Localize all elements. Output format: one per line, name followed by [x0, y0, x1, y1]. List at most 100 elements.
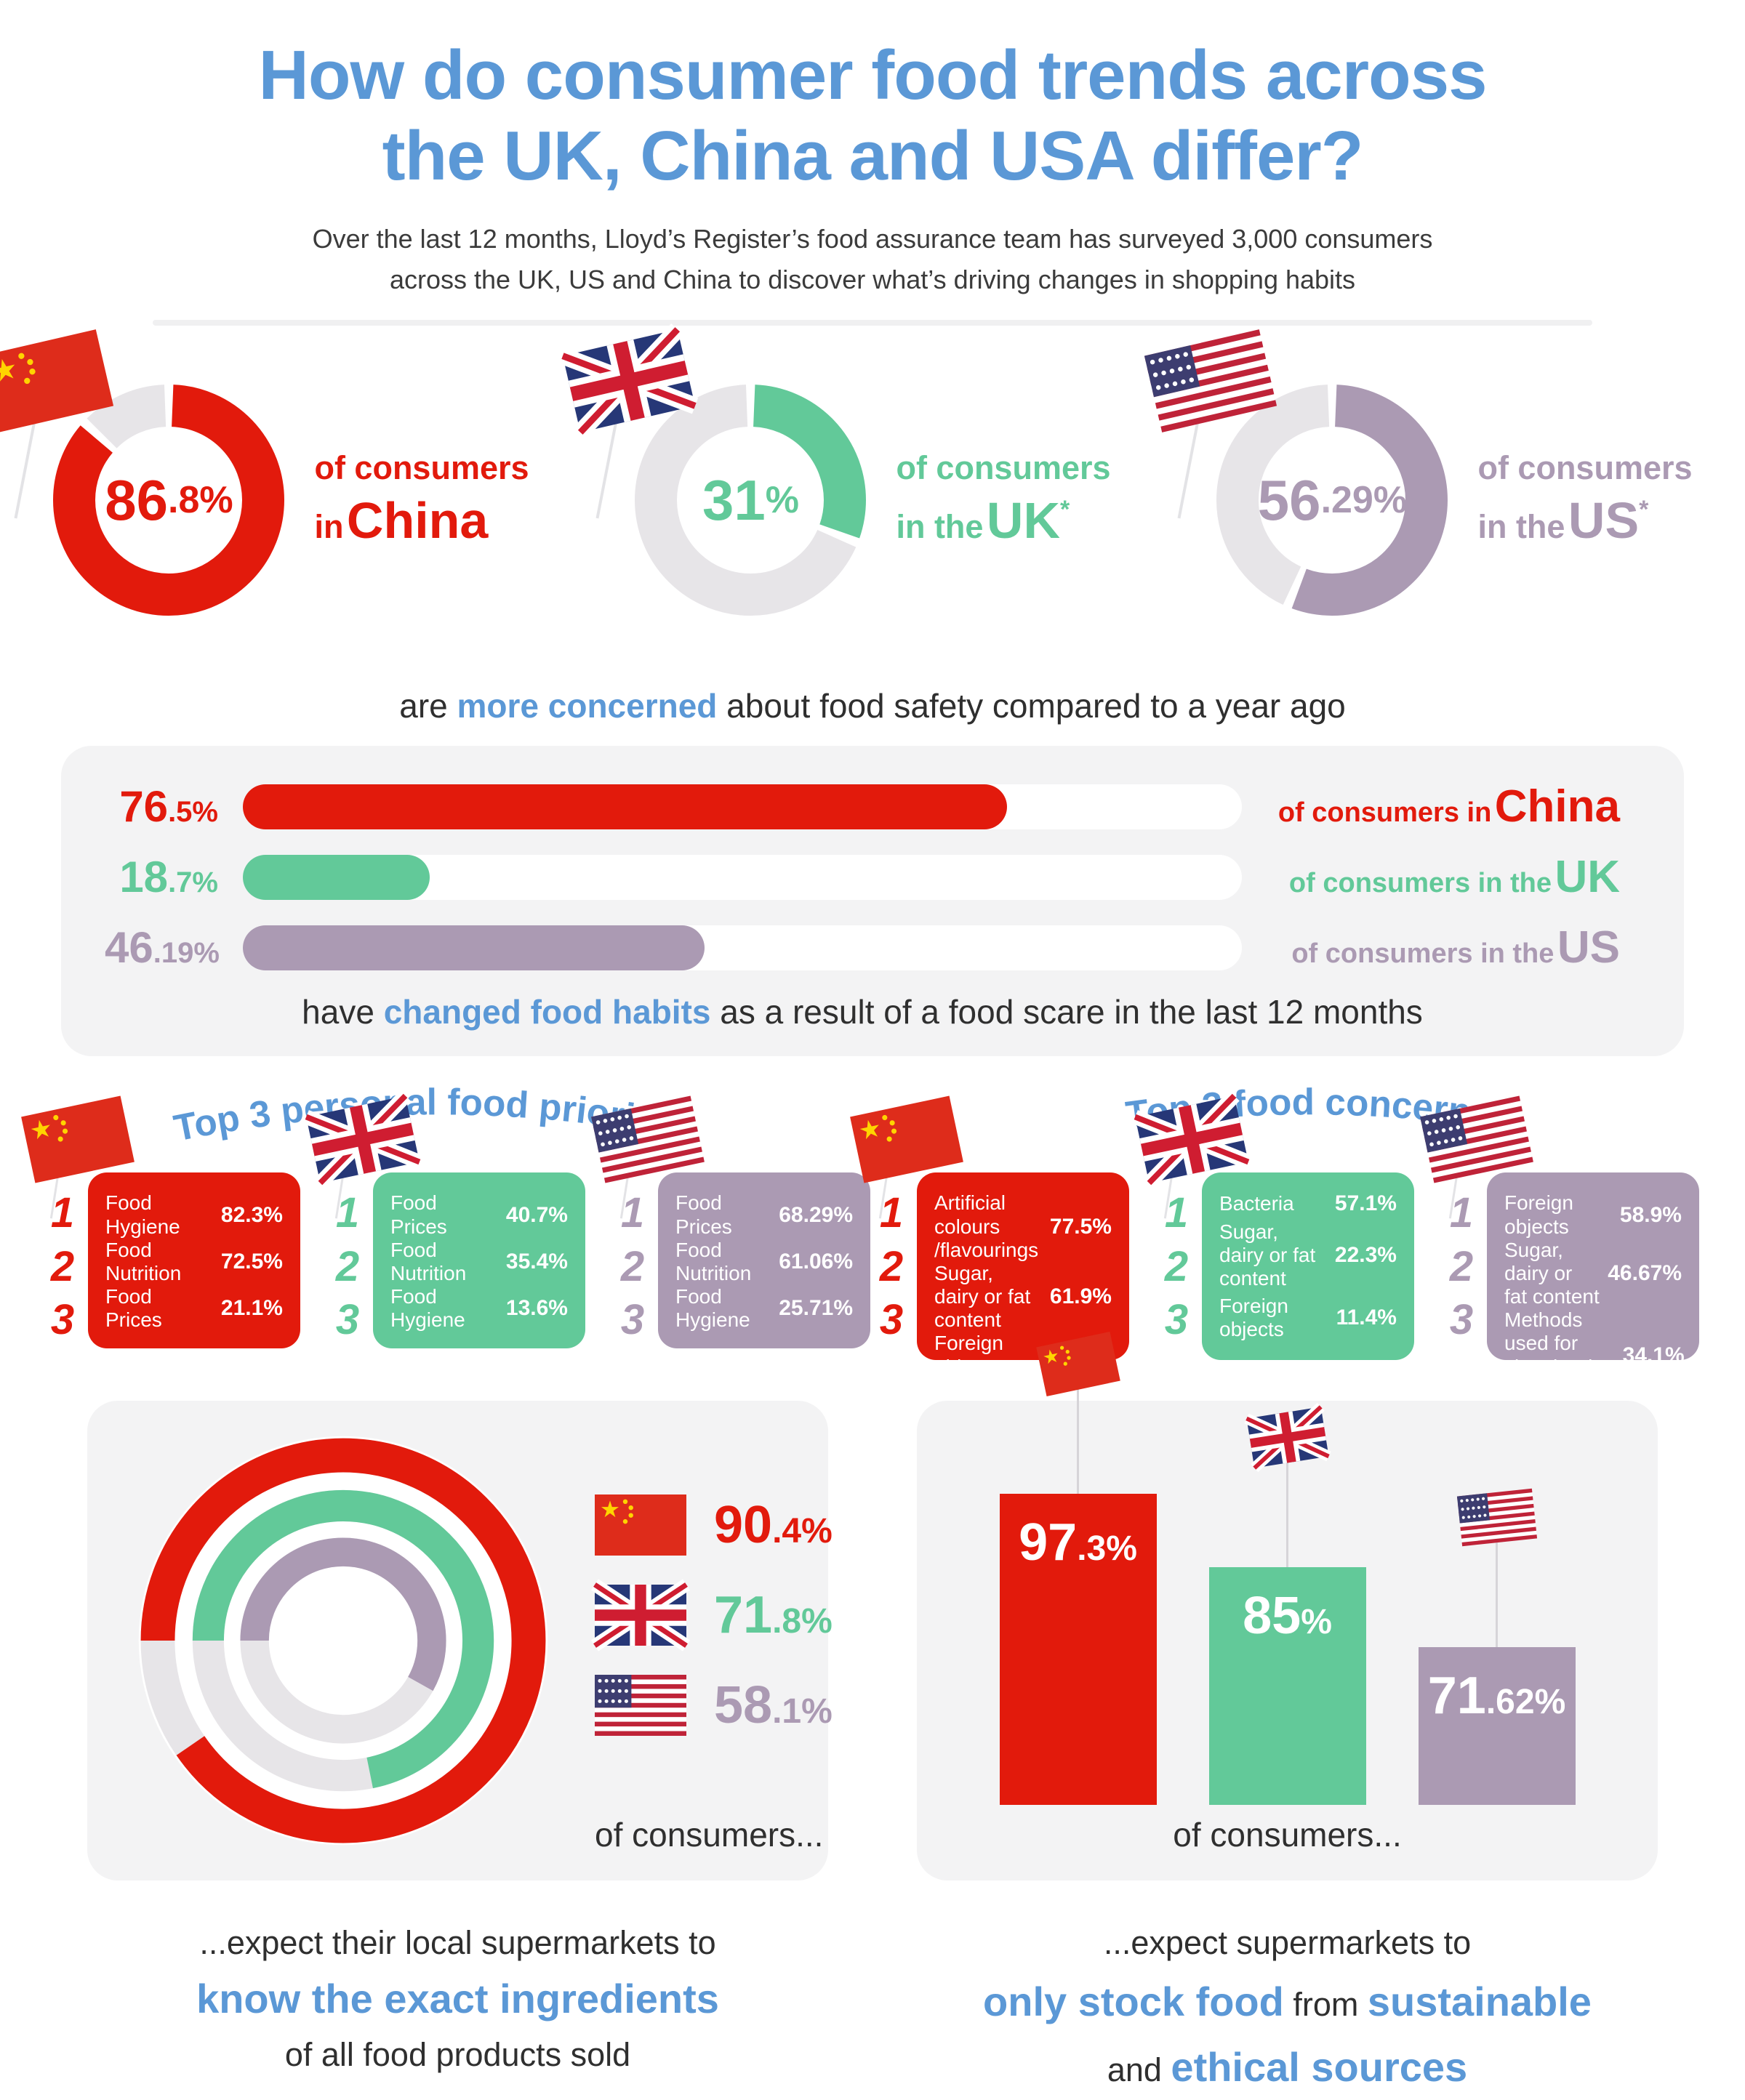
donut-value-us: 56.29% [1216, 384, 1448, 616]
card-body: Food Hygiene 82.3% Food Nutrition 72.5% Fo… [88, 1172, 300, 1349]
legend-row-uk: 71.8% [595, 1585, 833, 1646]
donut-chart-china: 86.8% [0, 329, 285, 616]
rank-3: 3 [879, 1296, 904, 1344]
value-frac: .29 [1320, 479, 1373, 522]
food-safety-donut-uk: 31% of consumers in the UK* [582, 336, 1163, 664]
card-row: Food Nutrition 61.06% [675, 1238, 853, 1284]
habit-bar-row-us: 46.19% of consumers in the US [105, 922, 1620, 973]
header: How do consumer food trends across the U… [0, 0, 1745, 299]
habit-bar-value-china: 76.5% [119, 782, 218, 832]
flag-pole [1496, 1540, 1498, 1648]
card-body: Food Prices 40.7% Food Nutrition 35.4% Foo… [373, 1172, 585, 1349]
value-int: 56 [1257, 467, 1321, 532]
bar-unit-uk: 85% [1208, 1412, 1366, 1806]
habit-bar-fill-us [243, 925, 705, 970]
priorities-card-us: 1 2 3 Food Prices 68.29% Food Nutrition 61… [591, 1095, 870, 1360]
concerns-card-us: 1 2 3 Foreign objects 58.9% Sugar, dairy … [1420, 1095, 1699, 1401]
subtitle-line-1: Over the last 12 months, Lloyd’s Registe… [312, 223, 1433, 254]
habit-bar-label-us: of consumers in the US [1291, 922, 1620, 973]
priorities-cards: 1 2 3 Food Hygiene 82.3% Food Nutrition 72… [21, 1095, 872, 1360]
title-line-2: the UK, China and USA differ? [382, 117, 1364, 196]
habit-bar-fill-uk [243, 854, 430, 900]
habit-bar-row-uk: 18.7% of consumers in the UK [105, 851, 1620, 903]
donut-value-china: 86.8% [52, 384, 285, 616]
rank-column: 1 2 3 [46, 1172, 79, 1360]
value-unit: % [765, 479, 799, 522]
donut-svg-us [1216, 385, 1448, 616]
concerns-card-china: 1 2 3 Artificial colours /flavourings 77.… [850, 1095, 1129, 1378]
card-row: Sugar, dairy or fat content 46.67% [1504, 1238, 1682, 1308]
habit-bar-track [243, 925, 1242, 970]
value-int: 31 [702, 467, 766, 532]
rings-legend: 90.4% 71.8% 58.1% [595, 1494, 833, 1787]
card-body: Foreign objects 58.9% Sugar, dairy or fat… [1487, 1172, 1699, 1401]
card-row: Methods used for slaughtering animals 34.… [1504, 1308, 1685, 1401]
bar-uk: 85% [1208, 1567, 1366, 1806]
priorities-card-uk: 1 2 3 Food Prices 40.7% Food Nutrition 35.… [331, 1172, 585, 1360]
value-frac: .8 [168, 479, 200, 522]
rank-2: 2 [620, 1242, 645, 1290]
bottom-panels: 90.4% 71.8% 58.1% of consumers... [87, 1332, 1658, 1881]
sustainable-bar-chart: 97.3% 85% 71.62% [917, 1332, 1658, 1806]
card-row: Food Nutrition 72.5% [105, 1238, 283, 1284]
value-unit: % [1373, 479, 1408, 522]
rank-2: 2 [1164, 1242, 1189, 1290]
bar-unit-us: 71.62% [1418, 1488, 1576, 1806]
concerns-cards: 1 2 3 Artificial colours /flavourings 77.… [850, 1095, 1701, 1401]
ingredients-caption: ...expect their local supermarkets to kn… [196, 1924, 719, 2073]
donut-label-us: of consumers in the US* [1477, 449, 1693, 549]
value-int: 86 [105, 467, 169, 532]
rank-3: 3 [620, 1296, 645, 1344]
habit-bar-label-uk: of consumers in the UK [1288, 852, 1620, 903]
page-title: How do consumer food trends across the U… [0, 35, 1745, 197]
priorities-card-china: 1 2 3 Food Hygiene 82.3% Food Nutrition 72… [21, 1095, 300, 1360]
china-flag-icon [595, 1494, 686, 1556]
donut-label-uk: of consumers in the UK* [896, 449, 1111, 549]
donut-label-china: of consumers in China [314, 449, 529, 549]
rank-2: 2 [50, 1242, 75, 1290]
subtitle-line-2: across the UK, US and China to discover … [389, 264, 1356, 294]
card-row: Foreign objects 58.9% [1504, 1191, 1682, 1238]
card-row: Food Nutrition 35.4% [390, 1238, 568, 1284]
food-safety-donut-china: 86.8% of consumers in China [0, 329, 582, 664]
legend-row-china: 90.4% [595, 1494, 833, 1556]
donut-chart-uk: 31% [634, 384, 867, 616]
uk-flag-icon [1246, 1407, 1329, 1468]
rank-2: 2 [879, 1242, 904, 1290]
flag-pole [1077, 1386, 1079, 1494]
page-subtitle: Over the last 12 months, Lloyd’s Registe… [0, 219, 1745, 300]
china-flag-icon [1035, 1332, 1120, 1397]
card-row: Foreign objects 11.4% [1219, 1294, 1397, 1341]
rank-column: 1 2 3 [1445, 1172, 1478, 1360]
card-row: Food Hygiene 25.71% [675, 1285, 853, 1332]
uk-flag-icon [595, 1585, 686, 1646]
rank-3: 3 [335, 1296, 360, 1344]
card-row: Food Hygiene 13.6% [390, 1285, 568, 1332]
rank-column: 1 2 3 [875, 1172, 908, 1360]
ingredients-footer: of consumers... [595, 1816, 824, 1854]
sustainable-panel: 97.3% 85% 71.62% of [917, 1332, 1658, 1881]
card-body: Food Prices 68.29% Food Nutrition 61.06% F… [658, 1172, 870, 1349]
card-row: Food Hygiene 82.3% [105, 1191, 283, 1238]
us-flag-icon [595, 1675, 686, 1737]
rank-2: 2 [335, 1242, 360, 1290]
card-row: Sugar, dairy or fat content 61.9% [934, 1261, 1112, 1332]
rank-3: 3 [1164, 1296, 1189, 1344]
sustainable-footer: of consumers... [1173, 1816, 1402, 1854]
card-row: Food Prices 21.1% [105, 1285, 283, 1332]
card-row: Bacteria 57.1% [1219, 1191, 1397, 1216]
rank-3: 3 [50, 1296, 75, 1344]
food-safety-donut-us: 56.29% of consumers in the US* [1144, 329, 1745, 664]
concerns-title: Top 3 food concerns [1123, 1082, 1494, 1136]
card-body: Artificial colours /flavourings 77.5% Sug… [917, 1172, 1129, 1378]
donut-svg-uk [635, 385, 867, 616]
habit-bar-row-china: 76.5% of consumers in China [105, 781, 1620, 832]
card-row: Food Prices 68.29% [675, 1191, 853, 1238]
ingredients-panel: 90.4% 71.8% 58.1% of consumers... [87, 1401, 833, 1881]
card-row: Food Prices 40.7% [390, 1191, 568, 1238]
habit-bar-label-china: of consumers in China [1277, 781, 1620, 832]
card-row: Artificial colours /flavourings 77.5% [934, 1191, 1112, 1261]
habit-bar-value-uk: 18.7% [119, 853, 218, 902]
rank-2: 2 [1449, 1242, 1474, 1290]
